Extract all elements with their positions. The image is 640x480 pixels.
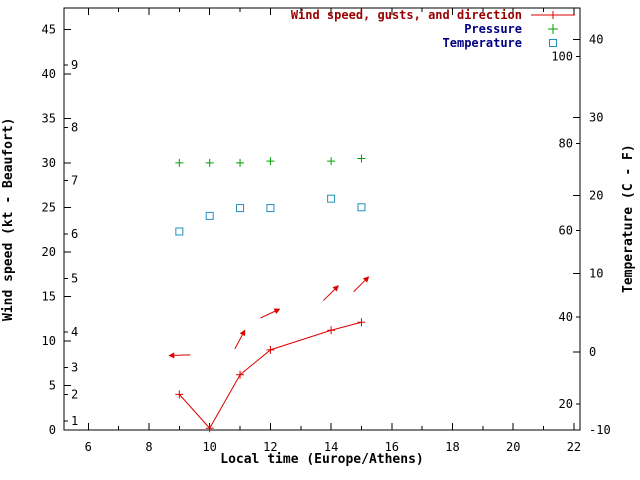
svg-text:8: 8 <box>145 440 152 454</box>
svg-text:15: 15 <box>42 289 56 303</box>
svg-text:10: 10 <box>42 334 56 348</box>
legend-item-pressure: Pressure <box>464 22 576 36</box>
legend-label-wind: Wind speed, gusts, and direction <box>290 8 522 22</box>
svg-text:2: 2 <box>71 387 78 401</box>
left-axis-kt-ticks: 0 5 10 15 20 25 30 35 40 45 <box>42 22 71 437</box>
beaufort-scale-ticks: 1 2 3 4 5 6 7 8 9 <box>64 58 78 428</box>
svg-text:45: 45 <box>42 22 56 36</box>
svg-text:80: 80 <box>559 136 573 150</box>
legend-item-wind: Wind speed, gusts, and direction <box>291 8 576 22</box>
svg-text:30: 30 <box>589 110 603 124</box>
svg-text:35: 35 <box>42 111 56 125</box>
svg-text:5: 5 <box>49 378 56 392</box>
svg-text:1: 1 <box>71 414 78 428</box>
pressure-series <box>175 154 366 167</box>
svg-text:9: 9 <box>71 58 78 72</box>
svg-text:100: 100 <box>551 50 573 64</box>
wind-speed-series <box>175 318 366 433</box>
svg-text:22: 22 <box>567 440 581 454</box>
svg-text:3: 3 <box>71 361 78 375</box>
svg-text:18: 18 <box>445 440 459 454</box>
svg-text:40: 40 <box>589 32 603 46</box>
svg-text:60: 60 <box>559 223 573 237</box>
svg-text:10: 10 <box>202 440 216 454</box>
svg-text:20: 20 <box>559 397 573 411</box>
plot-border <box>63 7 581 431</box>
svg-text:20: 20 <box>42 245 56 259</box>
legend-item-temperature: Temperature <box>443 36 576 50</box>
fahrenheit-scale-ticks: 20 40 60 80 100 <box>551 50 580 411</box>
svg-text:6: 6 <box>71 227 78 241</box>
svg-text:25: 25 <box>42 200 56 214</box>
chart-legend: Wind speed, gusts, and direction Pressur… <box>291 8 576 50</box>
svg-text:20: 20 <box>506 440 520 454</box>
svg-text:0: 0 <box>589 345 596 359</box>
svg-text:6: 6 <box>85 440 92 454</box>
svg-text:40: 40 <box>559 310 573 324</box>
right-axis-title: Temperature (C - F) <box>621 144 636 294</box>
pressure-plus-marker-icon <box>548 24 558 34</box>
svg-text:-10: -10 <box>589 423 611 437</box>
svg-text:30: 30 <box>42 156 56 170</box>
wind-direction-arrows <box>168 276 370 359</box>
x-axis-title: Local time (Europe/Athens) <box>220 452 424 467</box>
svg-text:20: 20 <box>589 189 603 203</box>
svg-text:14: 14 <box>324 440 338 454</box>
temperature-series <box>175 194 366 236</box>
svg-text:40: 40 <box>42 67 56 81</box>
svg-text:10: 10 <box>589 267 603 281</box>
svg-text:4: 4 <box>71 325 78 339</box>
legend-label-pressure: Pressure <box>464 22 522 36</box>
svg-text:0: 0 <box>49 423 56 437</box>
legend-label-temperature: Temperature <box>442 36 522 50</box>
x-axis-ticks: 6 8 10 12 14 16 18 20 22 <box>85 8 581 454</box>
svg-text:12: 12 <box>263 440 277 454</box>
svg-text:7: 7 <box>71 174 78 188</box>
svg-text:16: 16 <box>385 440 399 454</box>
svg-text:8: 8 <box>71 120 78 134</box>
left-axis-title: Wind speed (kt - Beaufort) <box>1 117 16 321</box>
wind-line-marker-icon <box>531 11 575 19</box>
temperature-square-marker-icon <box>549 39 557 47</box>
svg-text:5: 5 <box>71 272 78 286</box>
right-axis-celsius-ticks: -10 0 10 20 30 40 <box>573 32 611 437</box>
